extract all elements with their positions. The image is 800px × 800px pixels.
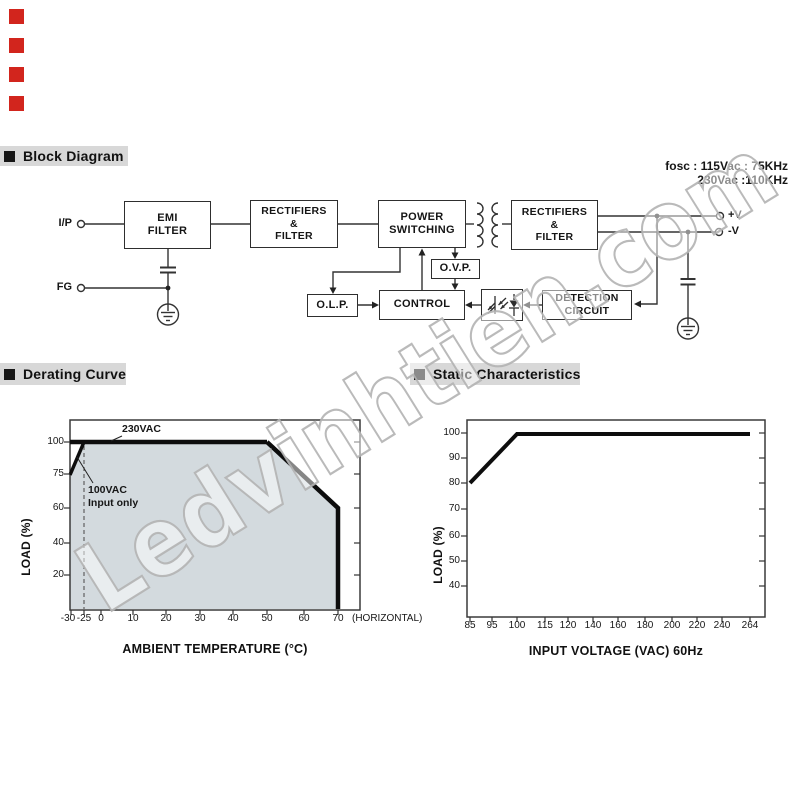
axis-tick-label: -30 [60, 613, 76, 624]
axis-tick-label: -25 [76, 613, 92, 624]
red-marker-icon [9, 9, 24, 24]
axis-suffix-label: (HORIZONTAL) [352, 613, 423, 624]
red-marker-icon [9, 96, 24, 111]
section-bullet-icon [414, 368, 425, 380]
derating-curve-100vac [68, 441, 86, 476]
axis-tick-label: 20 [52, 569, 64, 580]
axis-tick-label: 220 [688, 620, 706, 631]
arrowheads [165, 213, 691, 309]
axis-tick-label: 10 [127, 613, 139, 624]
axis-tick-label: 160 [609, 620, 627, 631]
static-x-axis-title: INPUT VOLTAGE (VAC) 60Hz [528, 644, 704, 658]
section-header-derating-curve: Derating Curve [0, 363, 126, 385]
terminal-vplus-label: +V [728, 209, 742, 221]
static-load-curve [468, 432, 750, 485]
axis-tick-label: 60 [298, 613, 310, 624]
terminal-fg-label: FG [56, 281, 72, 293]
block-optocoupler [481, 289, 523, 321]
derating-x-axis-title: AMBIENT TEMPERATURE (°C) [122, 642, 308, 656]
section-title: Derating Curve [23, 366, 127, 382]
axis-tick-label: 240 [713, 620, 731, 631]
static-axis-ticks [461, 432, 765, 622]
derating-shaded-area [70, 442, 338, 609]
axis-tick-label: 70 [332, 613, 344, 624]
block-rectifiers-filter-2: RECTIFIERS & FILTER [511, 200, 598, 250]
axis-tick-label: 80 [448, 477, 460, 488]
axis-tick-label: 90 [448, 452, 460, 463]
axis-tick-label: 20 [160, 613, 172, 624]
static-chart-plot [461, 419, 766, 622]
section-header-block-diagram: Block Diagram [0, 146, 128, 166]
block-olp: O.L.P. [307, 294, 358, 317]
axis-tick-label: 30 [194, 613, 206, 624]
section-bullet-icon [4, 368, 15, 380]
section-bullet-icon [4, 150, 15, 162]
static-y-axis-title: LOAD (%) [431, 526, 445, 584]
axis-tick-label: 100 [47, 436, 64, 447]
axis-tick-label: 120 [559, 620, 577, 631]
derating-axis-ticks [64, 441, 360, 615]
axis-tick-label: 115 [537, 620, 553, 631]
red-marker-icon [9, 38, 24, 53]
fosc-note-line1: fosc : 115Vac : 75KHz [665, 159, 788, 173]
axis-tick-label: 200 [663, 620, 681, 631]
block-detection-circuit: DETECTION CIRCUIT [542, 290, 632, 320]
section-header-static-characteristics: Static Characteristics [410, 363, 580, 385]
block-control: CONTROL [379, 290, 465, 320]
axis-tick-label: 60 [52, 502, 64, 513]
section-title: Block Diagram [23, 148, 124, 164]
section-title: Static Characteristics [433, 366, 581, 382]
axis-tick-label: 140 [584, 620, 602, 631]
axis-tick-label: 95 [486, 620, 498, 631]
axis-tick-label: 40 [227, 613, 239, 624]
axis-tick-label: 75 [52, 468, 64, 479]
curve-label-230vac: 230VAC [122, 423, 161, 435]
axis-tick-label: 40 [52, 537, 64, 548]
curve-label-100vac: 100VAC Input only [88, 484, 139, 509]
fosc-note-line2: 230Vac :110KHz [697, 172, 788, 187]
transformer-primary-coil-icon [476, 202, 484, 248]
derating-y-axis-title: LOAD (%) [19, 518, 33, 576]
transformer-secondary-coil-icon [491, 202, 499, 248]
red-marker-icon [9, 67, 24, 82]
derating-chart-plot [64, 419, 361, 615]
axis-tick-label: 0 [98, 613, 104, 624]
terminal-ip-label: I/P [58, 217, 72, 229]
axis-tick-label: 50 [448, 555, 460, 566]
axis-tick-label: 180 [636, 620, 654, 631]
block-power-switching: POWER SWITCHING [378, 200, 466, 248]
fosc-note: fosc : 115Vac : 75KHz 230Vac :110KHz [600, 159, 788, 187]
axis-tick-label: 85 [464, 620, 476, 631]
axis-tick-label: 264 [741, 620, 759, 631]
axis-tick-label: 40 [448, 580, 460, 591]
axis-tick-label: 60 [448, 530, 460, 541]
axis-tick-label: 100 [508, 620, 526, 631]
block-emi-filter: EMI FILTER [124, 201, 211, 249]
axis-tick-label: 100 [443, 427, 460, 438]
optocoupler-icon [487, 294, 519, 316]
terminal-vminus-label: -V [728, 225, 739, 237]
block-rectifiers-filter-1: RECTIFIERS & FILTER [250, 200, 338, 248]
axis-tick-label: 70 [448, 503, 460, 514]
axis-tick-label: 50 [261, 613, 273, 624]
derating-curve-fall [265, 440, 341, 609]
block-diagram-wiring [76, 202, 725, 340]
block-ovp: O.V.P. [431, 259, 480, 279]
